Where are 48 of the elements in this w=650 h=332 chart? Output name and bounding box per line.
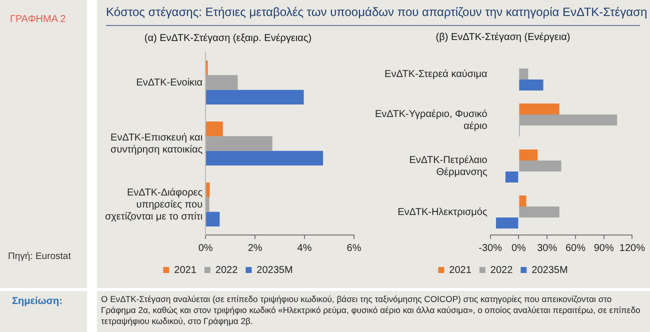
bar <box>206 90 304 104</box>
bar <box>519 149 538 160</box>
legend-label: 2021 <box>449 264 472 276</box>
bar <box>519 103 560 114</box>
y-tick-label: ΕνΔΤΚ-Υγραέριο, Φυσικό αέριο <box>374 108 488 132</box>
bar <box>519 206 560 218</box>
text: Ο ΕνΔΤΚ-Στέγαση αναλύεται (σε επίπεδο τριψήφιου κωδικού, βάσει της ταξινόμησης COICOP) στις κατηγορίες που απεικονίζονται στο Γράφημα 2α, καθώς και στον τριψήφιο κωδικό «Ηλεκτρικό ρεύμα, φυσικό αέριο και άλλα καύσιμα», ο οποίος αναλύεται περαιτέρω, σε επίπεδο τετραψήφιου κωδικού, στο Γράφημα 2β. <box>101 294 642 327</box>
bar <box>519 68 528 80</box>
bar <box>206 136 272 151</box>
x-tick-label: 90% <box>594 242 614 254</box>
bar <box>206 182 210 198</box>
bar <box>206 122 223 136</box>
bar <box>206 150 324 166</box>
x-tick-label: 4% <box>297 242 312 254</box>
legend-label: 2021 <box>174 264 197 276</box>
chart-subtitle: (β) ΕνΔΤΚ-Στέγαση (Ενέργεια) <box>436 32 570 43</box>
text: Σημείωση: <box>12 296 62 307</box>
bar <box>519 195 526 206</box>
legend-label: 20235M <box>256 264 293 276</box>
bar <box>519 114 618 126</box>
chart-title: Κόστος στέγασης: Ετήσιες μεταβολές των υποομάδων που απαρτίζουν την κατηγορία ΕνΔΤΚ-Στέγαση <box>106 5 648 19</box>
bar <box>206 197 210 212</box>
bar <box>519 160 562 172</box>
legend-label: 2022 <box>215 264 238 276</box>
legend-label: 20235M <box>532 264 568 276</box>
bar <box>505 172 518 183</box>
y-tick-label: ΕνΔΤΚ-Διάφορες υπηρεσίες που σχετίζονται με το σπίτι <box>104 187 203 222</box>
y-tick-label: ΕνΔΤΚ-Επισκευή και συντήρηση κατοικίας <box>110 132 203 156</box>
bar <box>496 218 518 229</box>
text: Πηγή: Eurostat <box>8 251 71 262</box>
y-tick-label: ΕνΔΤΚ-Ενοίκια <box>136 77 203 88</box>
x-tick-label: 0% <box>198 242 213 254</box>
x-tick-label: 120% <box>619 242 646 254</box>
x-tick-label: 2% <box>248 242 262 254</box>
x-tick-label: 6% <box>346 242 362 254</box>
bar <box>206 75 238 90</box>
y-tick-label: ΕνΔΤΚ-Πετρέλαιο Θέρμανσης <box>409 154 488 178</box>
y-tick-label: ΕνΔΤΚ-Στερεά καύσιμα <box>384 68 488 80</box>
legend-label: 2022 <box>490 264 514 276</box>
text: ΓΡΑΦΗΜΑ 2 <box>10 14 66 25</box>
chart-subtitle: (α) ΕνΔΤΚ-Στέγαση (εξαιρ. Ενέργειας) <box>144 32 312 44</box>
x-tick-label: -30% <box>478 242 502 254</box>
y-tick-label: ΕνΔΤΚ-Ηλεκτρισμός <box>398 206 488 218</box>
x-tick-label: 30% <box>537 242 558 254</box>
x-tick-label: 0% <box>511 242 526 254</box>
bar <box>519 80 544 91</box>
x-tick-label: 60% <box>565 242 586 254</box>
bar <box>206 212 220 226</box>
